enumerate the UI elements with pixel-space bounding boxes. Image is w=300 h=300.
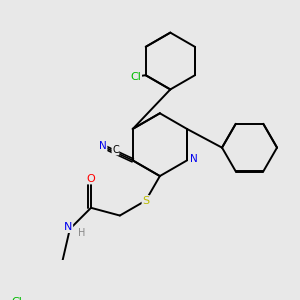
Text: H: H [77,227,85,238]
Text: N: N [64,222,73,233]
Text: C: C [112,145,119,155]
Text: S: S [142,196,149,206]
Text: N: N [99,142,107,152]
Text: N: N [190,154,197,164]
Text: Cl: Cl [130,72,142,82]
Text: Cl: Cl [11,297,22,300]
Text: O: O [87,174,95,184]
